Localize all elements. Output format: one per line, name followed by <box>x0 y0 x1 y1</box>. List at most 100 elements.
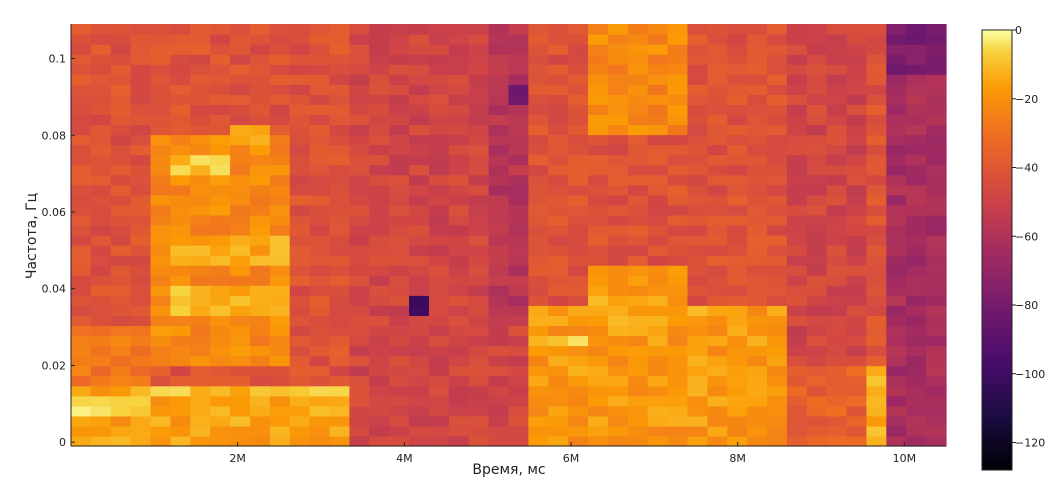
heatmap-cell <box>727 44 748 55</box>
heatmap-cell <box>627 425 649 437</box>
heatmap-cell <box>926 355 947 367</box>
heatmap-cell <box>826 164 848 176</box>
heatmap-cell <box>110 124 132 136</box>
heatmap-cell <box>707 415 728 427</box>
heatmap-cell <box>767 295 788 306</box>
heatmap-cell <box>786 365 808 377</box>
heatmap-cell <box>210 224 231 236</box>
heatmap-cell <box>647 84 669 95</box>
heatmap-cell <box>727 24 748 35</box>
heatmap-cell <box>826 285 848 296</box>
x-tick-label: 6M <box>563 452 580 465</box>
heatmap-cell <box>607 144 629 156</box>
heatmap-cell <box>588 335 609 347</box>
heatmap-cell <box>488 84 510 95</box>
heatmap-cell <box>886 395 907 407</box>
heatmap-cell <box>110 295 132 306</box>
heatmap-cell <box>687 104 708 116</box>
heatmap-cell <box>110 355 132 367</box>
heatmap-cell <box>508 214 529 226</box>
heatmap-cell <box>508 104 529 116</box>
heatmap-cell <box>607 94 629 105</box>
heatmap-cell <box>71 84 92 95</box>
heatmap-cell <box>767 345 788 357</box>
heatmap-cell <box>428 224 450 236</box>
heatmap-cell <box>329 275 351 286</box>
heatmap-cell <box>90 44 112 55</box>
heatmap-cell <box>667 325 689 337</box>
heatmap-cell <box>488 355 510 367</box>
heatmap-cell <box>906 224 927 236</box>
heatmap-cell <box>926 295 947 306</box>
heatmap-cell <box>846 415 868 427</box>
heatmap-cell <box>667 245 689 256</box>
heatmap-cell <box>329 295 351 306</box>
heatmap-cell <box>508 405 529 417</box>
heatmap-cell <box>71 375 92 387</box>
heatmap-cell <box>727 154 748 166</box>
heatmap-cell <box>548 435 569 447</box>
colorbar-tick-label: −100 <box>1015 368 1045 381</box>
heatmap-cell <box>866 74 887 85</box>
heatmap-cell <box>309 164 331 176</box>
heatmap-cell <box>528 64 549 75</box>
heatmap-cell <box>926 164 947 176</box>
colorbar-tick-label: −60 <box>1015 230 1038 243</box>
heatmap-cell <box>448 265 470 276</box>
heatmap-cell <box>568 335 589 347</box>
heatmap-cell <box>190 275 211 286</box>
heatmap-cell <box>886 214 907 226</box>
heatmap-cell <box>588 285 609 296</box>
heatmap-cell <box>130 24 152 35</box>
colorbar: 0−20−40−60−80−100−120 <box>981 24 1045 471</box>
heatmap-cell <box>329 74 351 85</box>
heatmap-cell <box>747 345 768 357</box>
heatmap-cell <box>170 34 191 45</box>
heatmap-cell <box>826 204 848 216</box>
heatmap-cell <box>349 214 370 226</box>
heatmap-cell <box>866 184 887 196</box>
heatmap-cell <box>508 255 529 266</box>
heatmap-cell <box>528 114 549 126</box>
heatmap-cell <box>249 375 271 387</box>
heatmap-cell <box>90 415 112 427</box>
heatmap-cell <box>568 385 589 397</box>
heatmap-cell <box>806 84 828 95</box>
heatmap-cell <box>71 154 92 166</box>
heatmap-cell <box>309 325 331 337</box>
heatmap-cell <box>190 24 211 35</box>
heatmap-cell <box>767 265 788 276</box>
heatmap-cell <box>289 164 311 176</box>
heatmap-cell <box>428 295 450 306</box>
heatmap-cell <box>289 214 311 226</box>
heatmap-cell <box>170 265 191 276</box>
heatmap-cell <box>428 365 450 377</box>
heatmap-cell <box>767 94 788 105</box>
heatmap-cell <box>428 104 450 116</box>
heatmap-cell <box>289 174 311 186</box>
heatmap-cell <box>249 355 271 367</box>
heatmap-cell <box>627 265 649 276</box>
heatmap-cell <box>210 365 231 377</box>
heatmap-cell <box>647 114 669 126</box>
heatmap-cell <box>826 365 848 377</box>
heatmap-cell <box>90 124 112 136</box>
heatmap-cell <box>627 34 649 45</box>
heatmap-cell <box>110 44 132 55</box>
heatmap-cell <box>488 345 510 357</box>
heatmap-cell <box>727 405 748 417</box>
heatmap-cell <box>289 275 311 286</box>
heatmap-cell <box>448 295 470 306</box>
heatmap-cell <box>707 154 728 166</box>
heatmap-cell <box>230 425 251 437</box>
heatmap-cell <box>548 194 569 206</box>
heatmap-cell <box>786 134 808 146</box>
heatmap-cell <box>170 184 191 196</box>
heatmap-cell <box>767 64 788 75</box>
heatmap-cell <box>309 425 331 437</box>
heatmap-cell <box>528 74 549 85</box>
heatmap-cell <box>230 325 251 337</box>
heatmap-cell <box>289 305 311 316</box>
heatmap-cell <box>230 124 251 136</box>
heatmap-cell <box>71 224 92 236</box>
